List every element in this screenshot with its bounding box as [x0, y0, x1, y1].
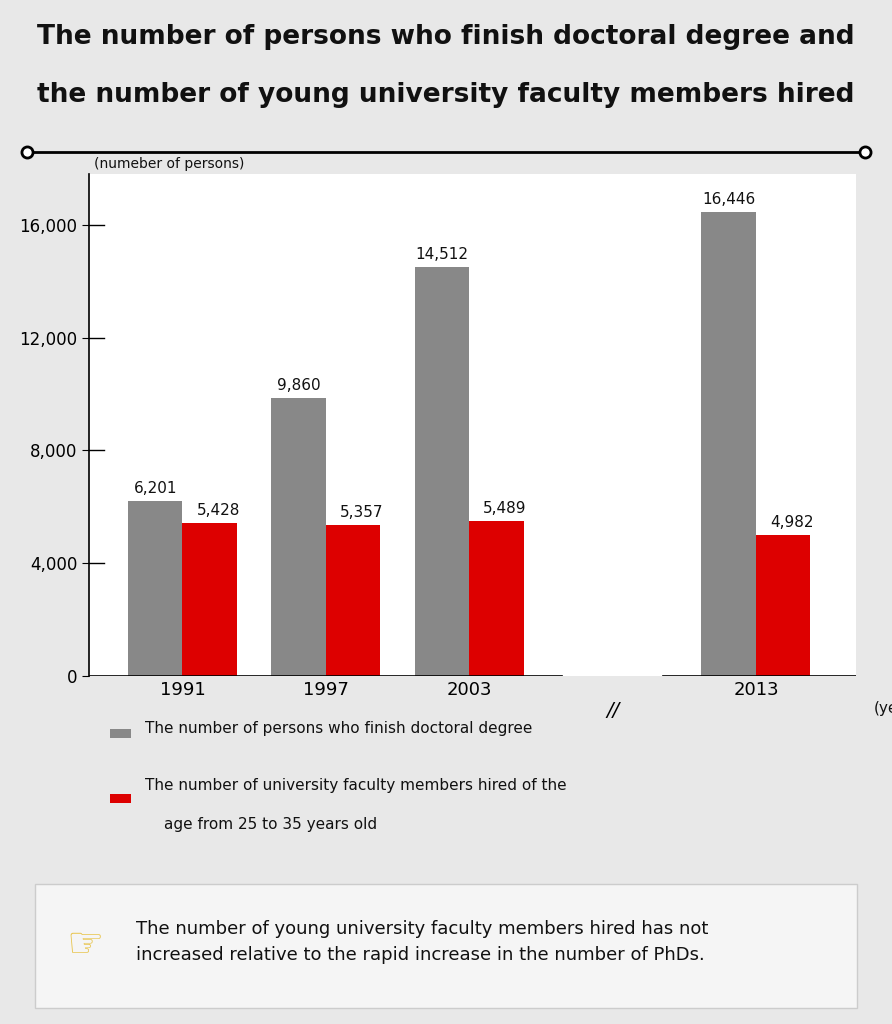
Text: //: //	[606, 701, 619, 720]
Text: 5,357: 5,357	[340, 505, 384, 520]
Bar	[701, 212, 756, 676]
Text: the number of young university faculty members hired: the number of young university faculty m…	[37, 82, 855, 108]
Text: The number of persons who finish doctoral degree and: The number of persons who finish doctora…	[37, 25, 855, 50]
Text: 5,489: 5,489	[483, 501, 527, 516]
Text: The number of persons who finish doctoral degree: The number of persons who finish doctora…	[145, 721, 533, 735]
Text: 16,446: 16,446	[702, 193, 756, 207]
Text: The number of university faculty members hired of the: The number of university faculty members…	[145, 778, 566, 793]
Bar	[469, 521, 524, 676]
Text: age from 25 to 35 years old: age from 25 to 35 years old	[164, 816, 377, 831]
Text: The number of young university faculty members hired has not
increased relative : The number of young university faculty m…	[136, 920, 708, 964]
FancyBboxPatch shape	[110, 794, 131, 803]
Bar	[326, 525, 380, 676]
Bar	[271, 398, 326, 676]
Text: 4,982: 4,982	[770, 515, 814, 530]
FancyBboxPatch shape	[110, 728, 131, 738]
Text: 14,512: 14,512	[416, 247, 468, 262]
Text: 9,860: 9,860	[277, 378, 320, 393]
Bar	[128, 501, 182, 676]
Text: 5,428: 5,428	[196, 503, 240, 518]
Bar	[415, 267, 469, 676]
Bar	[756, 536, 811, 676]
Text: (year): (year)	[873, 701, 892, 716]
Text: 6,201: 6,201	[134, 481, 177, 496]
Text: ☞: ☞	[67, 924, 104, 966]
Text: (numeber of persons): (numeber of persons)	[94, 158, 244, 171]
FancyBboxPatch shape	[35, 884, 857, 1009]
Bar	[182, 523, 237, 676]
